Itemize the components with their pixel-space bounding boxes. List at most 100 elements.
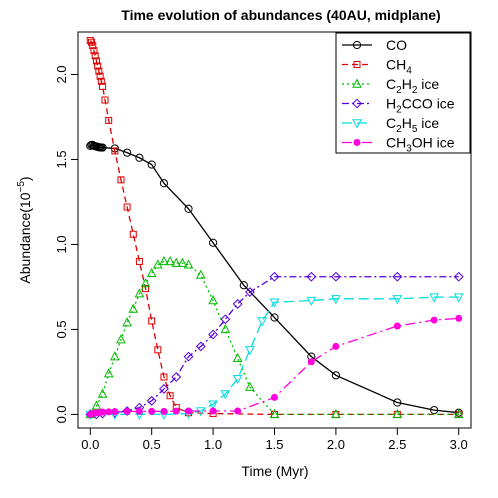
data-point — [234, 407, 242, 415]
legend-label-part: CH — [386, 57, 406, 73]
legend-item: CH3OH ice — [342, 135, 455, 155]
data-point — [185, 407, 193, 415]
data-point — [154, 346, 162, 354]
data-point — [140, 278, 151, 288]
legend-label-part: 3 — [406, 144, 412, 155]
data-point — [90, 47, 98, 55]
data-point — [270, 313, 279, 322]
legend-label: CH3OH ice — [386, 135, 455, 155]
legend-swatch-marker — [353, 61, 361, 68]
data-point — [91, 400, 102, 410]
data-point — [89, 42, 97, 50]
data-point — [98, 143, 107, 152]
legend-label-part: 5 — [412, 124, 418, 135]
y-tick-label: 0.5 — [54, 320, 69, 338]
data-point — [239, 281, 248, 290]
data-point — [307, 358, 315, 366]
data-point — [183, 351, 194, 362]
data-point — [331, 408, 341, 419]
data-point — [171, 257, 182, 267]
data-point — [116, 334, 126, 344]
data-point — [220, 390, 231, 400]
data-point — [257, 317, 268, 327]
x-axis: 0.0 0.5 1.0 1.5 2.0 2.5 3.0 — [81, 428, 468, 452]
data-point — [165, 255, 175, 266]
data-point — [171, 372, 182, 382]
x-tick-label: 2.0 — [327, 437, 345, 452]
legend-label-part: C — [386, 115, 396, 131]
data-point — [122, 317, 132, 327]
legend-swatch-marker — [352, 119, 362, 129]
data-point — [135, 153, 144, 162]
data-point — [99, 82, 107, 90]
data-point — [172, 407, 180, 415]
legend-label: H2CCO ice — [386, 96, 455, 116]
legend-label-part: CO — [386, 37, 407, 53]
data-point — [184, 204, 193, 213]
data-point — [208, 238, 218, 247]
data-point — [455, 314, 463, 322]
legend-swatch-marker — [352, 98, 362, 109]
x-tick-label: 1.5 — [265, 437, 283, 452]
data-point — [232, 375, 243, 385]
data-point — [331, 371, 341, 380]
data-point — [105, 116, 113, 124]
data-point — [245, 381, 255, 391]
data-point — [97, 388, 108, 398]
data-point — [148, 317, 156, 325]
legend-label-part: CCO ice — [402, 96, 455, 112]
data-point — [134, 288, 145, 298]
legend-label: CO — [386, 37, 407, 53]
data-point — [183, 259, 194, 269]
data-point — [392, 271, 403, 282]
data-point — [393, 398, 402, 407]
x-axis-label: Time (Myr) — [241, 463, 308, 479]
data-point — [429, 293, 439, 303]
y-axis-label: Abundance(10−5) — [16, 176, 33, 283]
legend-item: H2CCO ice — [342, 96, 455, 116]
y-tick-label: 0.0 — [54, 405, 69, 423]
series-c2h2-ice — [85, 255, 464, 419]
data-point — [146, 267, 157, 278]
y-tick-label: 2.0 — [54, 65, 69, 83]
x-tick-label: 0.0 — [81, 437, 99, 452]
data-point — [306, 271, 317, 282]
x-tick-label: 2.5 — [388, 437, 406, 452]
data-point — [146, 395, 157, 406]
legend-swatch-marker — [352, 40, 362, 50]
data-point — [94, 62, 102, 70]
series-line-c2h2-ice — [89, 260, 459, 416]
series-ch3oh-ice — [86, 314, 463, 418]
data-point — [392, 408, 403, 419]
legend-label-part: H — [402, 115, 412, 131]
data-point — [160, 407, 168, 415]
data-point — [91, 52, 99, 60]
data-point — [105, 408, 113, 416]
data-point — [99, 408, 107, 416]
data-point — [129, 230, 137, 238]
data-point — [117, 176, 125, 184]
y-axis-label-end: ) — [17, 176, 33, 181]
series-co — [86, 140, 463, 417]
x-tick-label: 0.5 — [143, 437, 161, 452]
data-point — [111, 147, 119, 155]
y-tick-label: 1.0 — [54, 235, 69, 253]
data-point — [208, 329, 219, 340]
data-point — [232, 352, 243, 363]
data-point — [245, 346, 255, 356]
data-point — [92, 57, 100, 65]
series-line-c2h5-ice — [90, 296, 459, 416]
data-point — [453, 408, 464, 419]
legend-label: CH4 — [386, 57, 412, 77]
series-line-h2cco-ice — [90, 276, 459, 416]
legend-label-part: H — [386, 96, 396, 112]
legend-label-part: 2 — [396, 85, 402, 96]
legend-item: C2H5 ice — [342, 115, 439, 135]
data-point — [166, 392, 174, 400]
data-point — [453, 271, 464, 282]
data-point — [332, 342, 340, 350]
legend-label: C2H5 ice — [386, 115, 439, 135]
x-tick-label: 3.0 — [450, 437, 468, 452]
